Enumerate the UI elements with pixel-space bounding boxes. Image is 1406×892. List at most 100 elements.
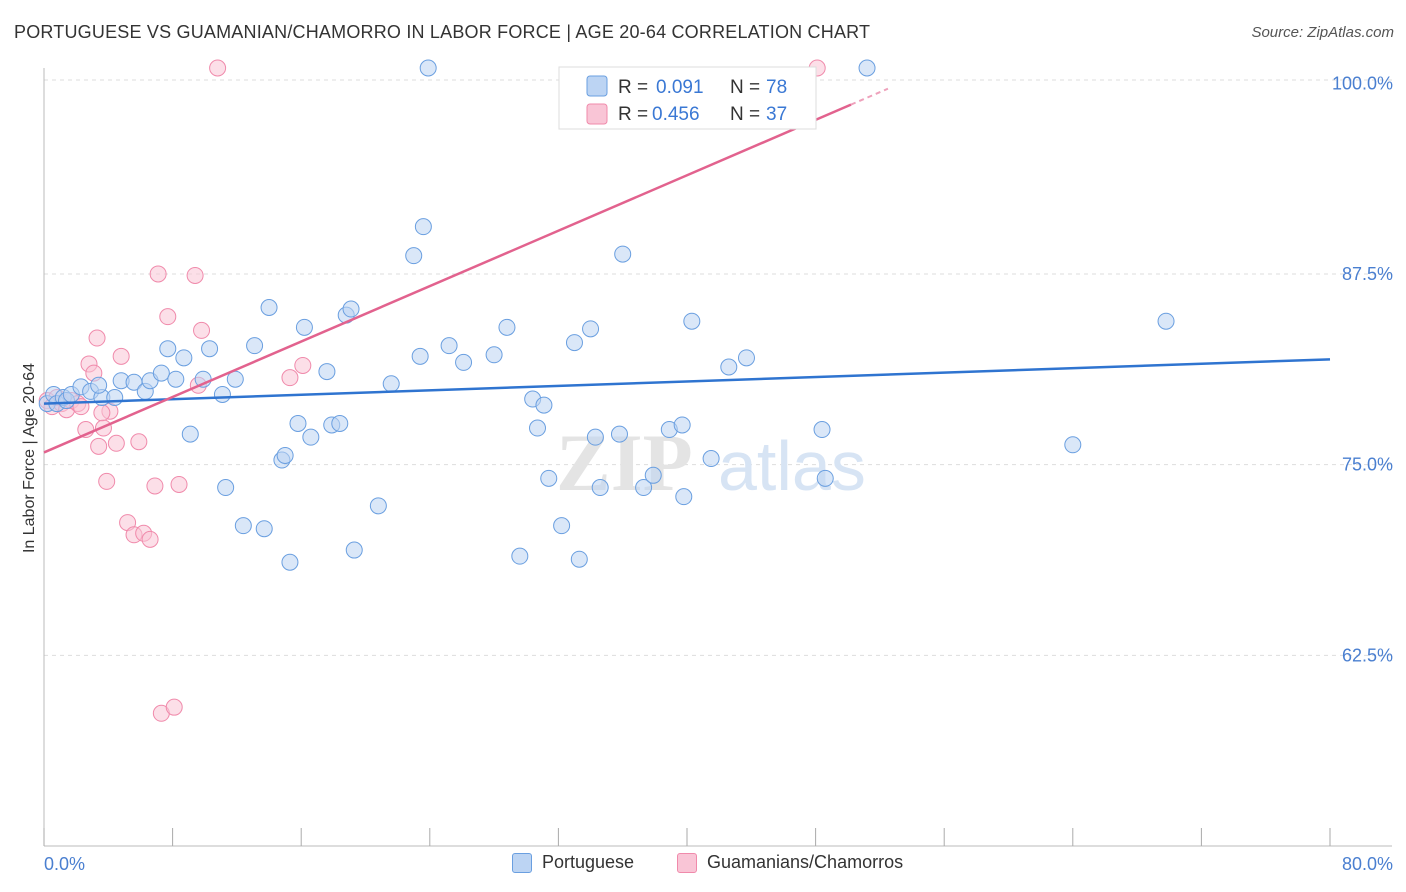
portuguese-point-50 — [511, 547, 529, 565]
legend-swatch-guamanians-bottom — [677, 852, 697, 873]
portuguese-point-37 — [331, 414, 349, 432]
guamanians-point-23 — [146, 477, 164, 495]
guamanians-point-12 — [90, 437, 108, 455]
portuguese-point-62 — [614, 245, 632, 263]
portuguese-point-57 — [570, 550, 588, 568]
guamanians-point-34 — [294, 356, 312, 374]
guamanians-point-14 — [98, 472, 116, 490]
legend-r-value-portuguese: 0.091 — [656, 77, 704, 98]
source-label: Source: ZipAtlas.com — [1251, 24, 1394, 41]
guamanians-point-36 — [93, 404, 111, 422]
bottom-legend: Portuguese Guamanians/Chamorros — [0, 852, 1406, 878]
legend-swatch-portuguese — [586, 75, 608, 97]
x-tick-label-1: 80.0% — [1342, 854, 1393, 874]
portuguese-point-42 — [405, 247, 423, 265]
portuguese-point-67 — [675, 488, 693, 506]
trendline-guamanians — [43, 103, 852, 454]
portuguese-point-49 — [498, 318, 516, 336]
portuguese-point-71 — [737, 349, 755, 367]
portuguese-point-41 — [382, 375, 400, 393]
portuguese-point-31 — [281, 553, 299, 571]
x-tick-label-0: 0.0% — [44, 854, 85, 874]
y-tick-label-2: 87.5% — [1342, 264, 1393, 284]
portuguese-point-48 — [485, 346, 503, 364]
portuguese-point-35 — [318, 363, 336, 381]
portuguese-point-74 — [858, 59, 876, 77]
guamanians-point-32 — [209, 59, 227, 77]
portuguese-point-59 — [586, 428, 604, 446]
portuguese-point-69 — [702, 450, 720, 468]
y-tick-label-3: 100.0% — [1332, 73, 1393, 93]
legend-n-label-1: N = — [730, 77, 760, 98]
portuguese-point-26 — [246, 337, 264, 355]
portuguese-point-21 — [201, 340, 219, 358]
portuguese-point-18 — [175, 349, 193, 367]
portuguese-point-46 — [440, 337, 458, 355]
portuguese-point-58 — [582, 320, 600, 338]
chart-title: PORTUGUESE VS GUAMANIAN/CHAMORRO IN LABO… — [14, 22, 871, 42]
guamanians-point-31 — [193, 321, 211, 339]
guamanians-point-16 — [107, 434, 125, 452]
guamanians-point-22 — [141, 530, 159, 548]
portuguese-point-55 — [553, 517, 571, 535]
y-tick-label-0: 62.5% — [1342, 645, 1393, 665]
portuguese-point-33 — [295, 318, 313, 336]
legend-r-label-2: R = — [618, 104, 648, 125]
portuguese-point-54 — [540, 469, 558, 487]
portuguese-point-64 — [644, 466, 662, 484]
portuguese-point-47 — [455, 353, 473, 371]
portuguese-point-68 — [683, 312, 701, 330]
guamanians-point-26 — [159, 308, 177, 326]
legend-label-portuguese: Portuguese — [542, 852, 635, 872]
series-portuguese-points — [38, 59, 1175, 571]
legend-n-value-portuguese: 78 — [766, 77, 787, 98]
x-tick-labels: 0.0% 80.0% — [44, 854, 1393, 874]
portuguese-point-40 — [369, 497, 387, 515]
portuguese-point-61 — [610, 425, 628, 443]
guamanians-point-29 — [186, 266, 204, 284]
guamanians-point-11 — [88, 329, 106, 347]
legend-swatch-portuguese-bottom — [512, 852, 532, 873]
portuguese-point-22 — [213, 385, 231, 403]
portuguese-point-45 — [419, 59, 437, 77]
portuguese-point-10 — [90, 376, 108, 394]
guamanians-point-27 — [165, 698, 183, 716]
portuguese-point-15 — [152, 364, 170, 382]
portuguese-point-23 — [217, 479, 235, 497]
portuguese-point-70 — [720, 358, 738, 376]
portuguese-point-9 — [106, 389, 124, 407]
portuguese-point-17 — [167, 370, 185, 388]
portuguese-point-75 — [1064, 436, 1082, 454]
legend-r-value-guamanians: 0.456 — [652, 104, 700, 125]
trendlines — [43, 87, 1331, 454]
legend-item-guamanians[interactable]: Guamanians/Chamorros — [677, 852, 903, 873]
y-tick-labels: 62.5% 75.0% 87.5% 100.0% — [1332, 73, 1393, 665]
legend-r-label-1: R = — [618, 77, 648, 98]
legend-label-guamanians: Guamanians/Chamorros — [707, 852, 904, 872]
guamanians-point-24 — [149, 265, 167, 283]
portuguese-point-16 — [159, 340, 177, 358]
portuguese-point-25 — [234, 517, 252, 535]
portuguese-point-43 — [411, 347, 429, 365]
portuguese-point-73 — [816, 469, 834, 487]
legend-item-portuguese[interactable]: Portuguese — [512, 852, 634, 873]
portuguese-point-60 — [591, 479, 609, 497]
guamanians-point-20 — [130, 433, 148, 451]
portuguese-point-56 — [565, 334, 583, 352]
portuguese-point-53 — [535, 396, 553, 414]
guamanians-point-17 — [112, 347, 130, 365]
portuguese-point-34 — [302, 428, 320, 446]
axes — [43, 68, 1392, 847]
portuguese-point-19 — [181, 425, 199, 443]
portuguese-point-72 — [813, 421, 831, 439]
portuguese-point-32 — [289, 414, 307, 432]
portuguese-point-30 — [276, 446, 294, 464]
gridlines — [44, 79, 1392, 656]
portuguese-point-28 — [260, 299, 278, 317]
portuguese-point-66 — [673, 416, 691, 434]
watermark-atlas: atlas — [718, 427, 866, 505]
y-tick-label-1: 75.0% — [1342, 455, 1393, 475]
trendline-guamanians-extension — [850, 87, 889, 106]
portuguese-point-39 — [342, 300, 360, 318]
trendline-portuguese — [43, 358, 1331, 405]
